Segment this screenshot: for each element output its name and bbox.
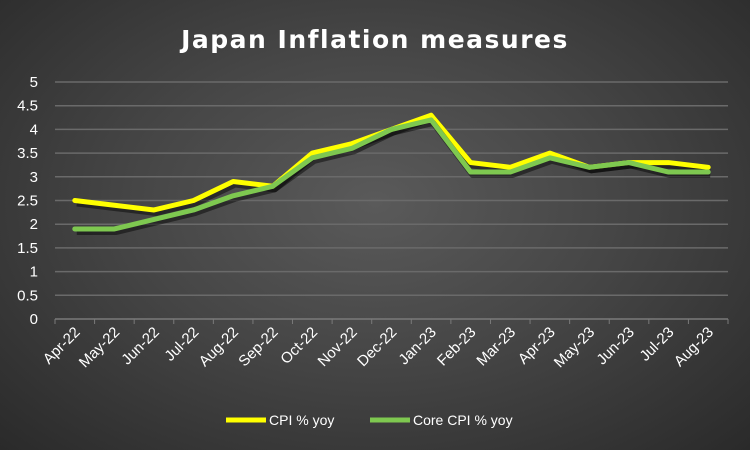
x-tick-label: Feb-23 <box>434 324 480 370</box>
series-shadow <box>76 119 711 235</box>
y-tick-label: 0 <box>30 311 38 328</box>
x-tick-label: Mar-23 <box>473 324 519 370</box>
y-tick-label: 4 <box>30 121 38 138</box>
legend-label: CPI % yoy <box>269 412 334 428</box>
y-tick-label: 4.5 <box>17 98 38 115</box>
y-tick-label: 5 <box>30 74 38 91</box>
x-tick-label: Jan-23 <box>395 324 439 368</box>
x-tick-label: May-23 <box>551 324 598 371</box>
y-tick-label: 3 <box>30 169 38 186</box>
chart-title: Japan Inflation measures <box>179 25 569 54</box>
y-tick-label: 2.5 <box>17 193 38 210</box>
y-tick-label: 0.5 <box>17 287 38 304</box>
x-tick-label: Dec-22 <box>354 324 400 370</box>
x-tick-label: Sep-22 <box>235 324 281 370</box>
x-tick-label: Aug-22 <box>196 324 242 370</box>
x-tick-label: May-22 <box>76 324 123 371</box>
y-tick-label: 3.5 <box>17 145 38 162</box>
y-tick-label: 1 <box>30 264 38 281</box>
x-tick-label: Jun-23 <box>593 324 637 368</box>
legend-label: Core CPI % yoy <box>413 412 513 428</box>
x-tick-label: Aug-23 <box>671 324 717 370</box>
series-shadow <box>76 115 711 216</box>
x-tick-label: Jun-22 <box>118 324 162 368</box>
y-tick-label: 2 <box>30 216 38 233</box>
y-tick-label: 1.5 <box>17 240 38 257</box>
x-tick-label: Nov-22 <box>315 324 361 370</box>
x-tick-label: Oct-22 <box>277 324 321 368</box>
